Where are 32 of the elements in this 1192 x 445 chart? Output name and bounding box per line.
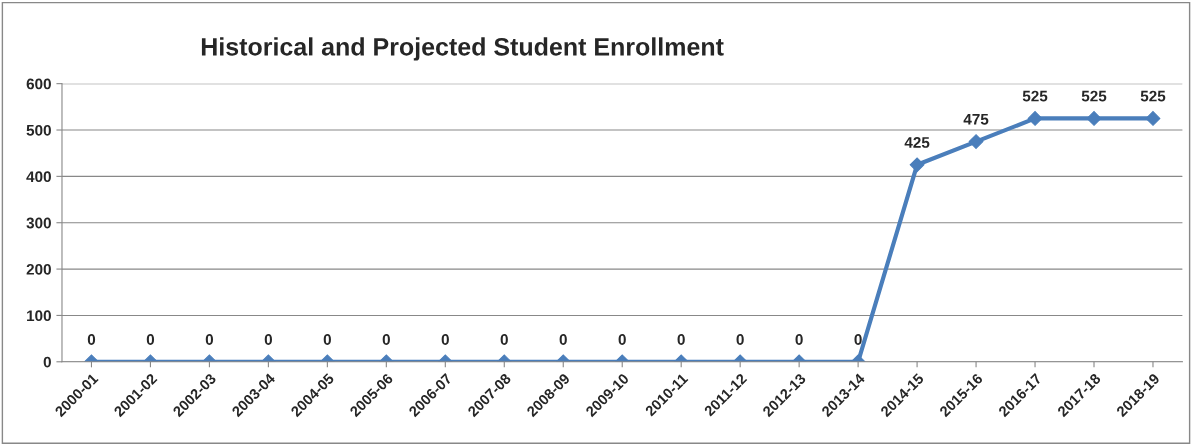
point (968, 134, 984, 149)
data-label: 475 (963, 114, 989, 125)
data-label: 0 (736, 334, 744, 345)
data-label: 425 (904, 137, 930, 148)
point (1145, 111, 1161, 126)
point (1027, 111, 1043, 126)
data-label: 0 (618, 334, 626, 345)
y-tick-label: 400 (26, 171, 51, 183)
y-tick-label: 0 (43, 356, 51, 368)
data-label: 0 (87, 334, 96, 345)
data-label: 0 (146, 334, 155, 345)
data-label: 0 (854, 334, 862, 345)
data-label: 0 (795, 334, 803, 345)
point (1086, 111, 1102, 126)
data-label: 525 (1081, 90, 1107, 102)
data-label: 0 (205, 334, 214, 345)
data-label: 525 (1140, 90, 1166, 102)
y-tick-label: 300 (26, 217, 51, 229)
y-tick-label: 200 (26, 263, 51, 275)
data-label: 0 (677, 334, 685, 345)
data-label: 0 (323, 334, 331, 345)
y-tick-label: 500 (26, 124, 51, 136)
chart-title: Historical and Projected Student Enrollment (201, 37, 724, 61)
y-tick-label: 100 (27, 310, 51, 322)
y-tick-label: 600 (26, 78, 51, 90)
data-label: 0 (559, 334, 567, 345)
point (909, 157, 925, 173)
data-label: 0 (382, 334, 390, 345)
data-label: 0 (264, 334, 273, 345)
data-label: 525 (1022, 90, 1048, 102)
data-label: 0 (441, 334, 449, 345)
data-label: 0 (500, 334, 508, 345)
